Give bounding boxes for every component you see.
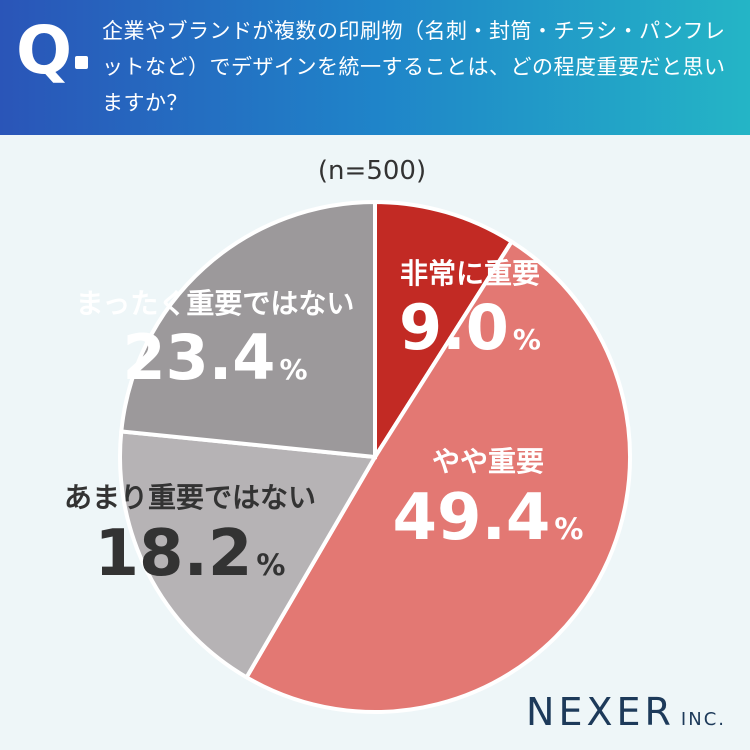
brand-suffix: INC. [680, 709, 726, 730]
sample-size-label: (n=500) [318, 156, 426, 186]
q-dot [75, 56, 88, 69]
slice-label-4: まったく重要ではない [76, 287, 355, 320]
pie-slice-2 [243, 238, 632, 714]
slice-value-2: 49.4% [393, 481, 584, 555]
nexer-logo: NEXER INC. [526, 690, 726, 734]
slice-value-3: 18.2% [95, 517, 286, 591]
slice-label-2: やや重要 [432, 445, 544, 478]
slice-value-1: 9.0% [399, 291, 541, 364]
slice-label-1: 非常に重要 [400, 257, 540, 290]
pie-slice-4 [119, 199, 377, 460]
slice-label-3: あまり重要ではない [64, 481, 316, 514]
brand-name: NEXER [526, 690, 675, 734]
q-mark: Q [16, 12, 73, 89]
pie-slice-1 [373, 199, 515, 464]
slice-value-4: 23.4% [122, 321, 307, 394]
question-text: 企業やブランドが複数の印刷物（名刺・封筒・チラシ・パンフレットなど）でデザインを… [102, 19, 726, 115]
question-header: Q 企業やブランドが複数の印刷物（名刺・封筒・チラシ・パンフレットなど）でデザイ… [0, 0, 750, 135]
pie-slice-3 [118, 429, 379, 681]
